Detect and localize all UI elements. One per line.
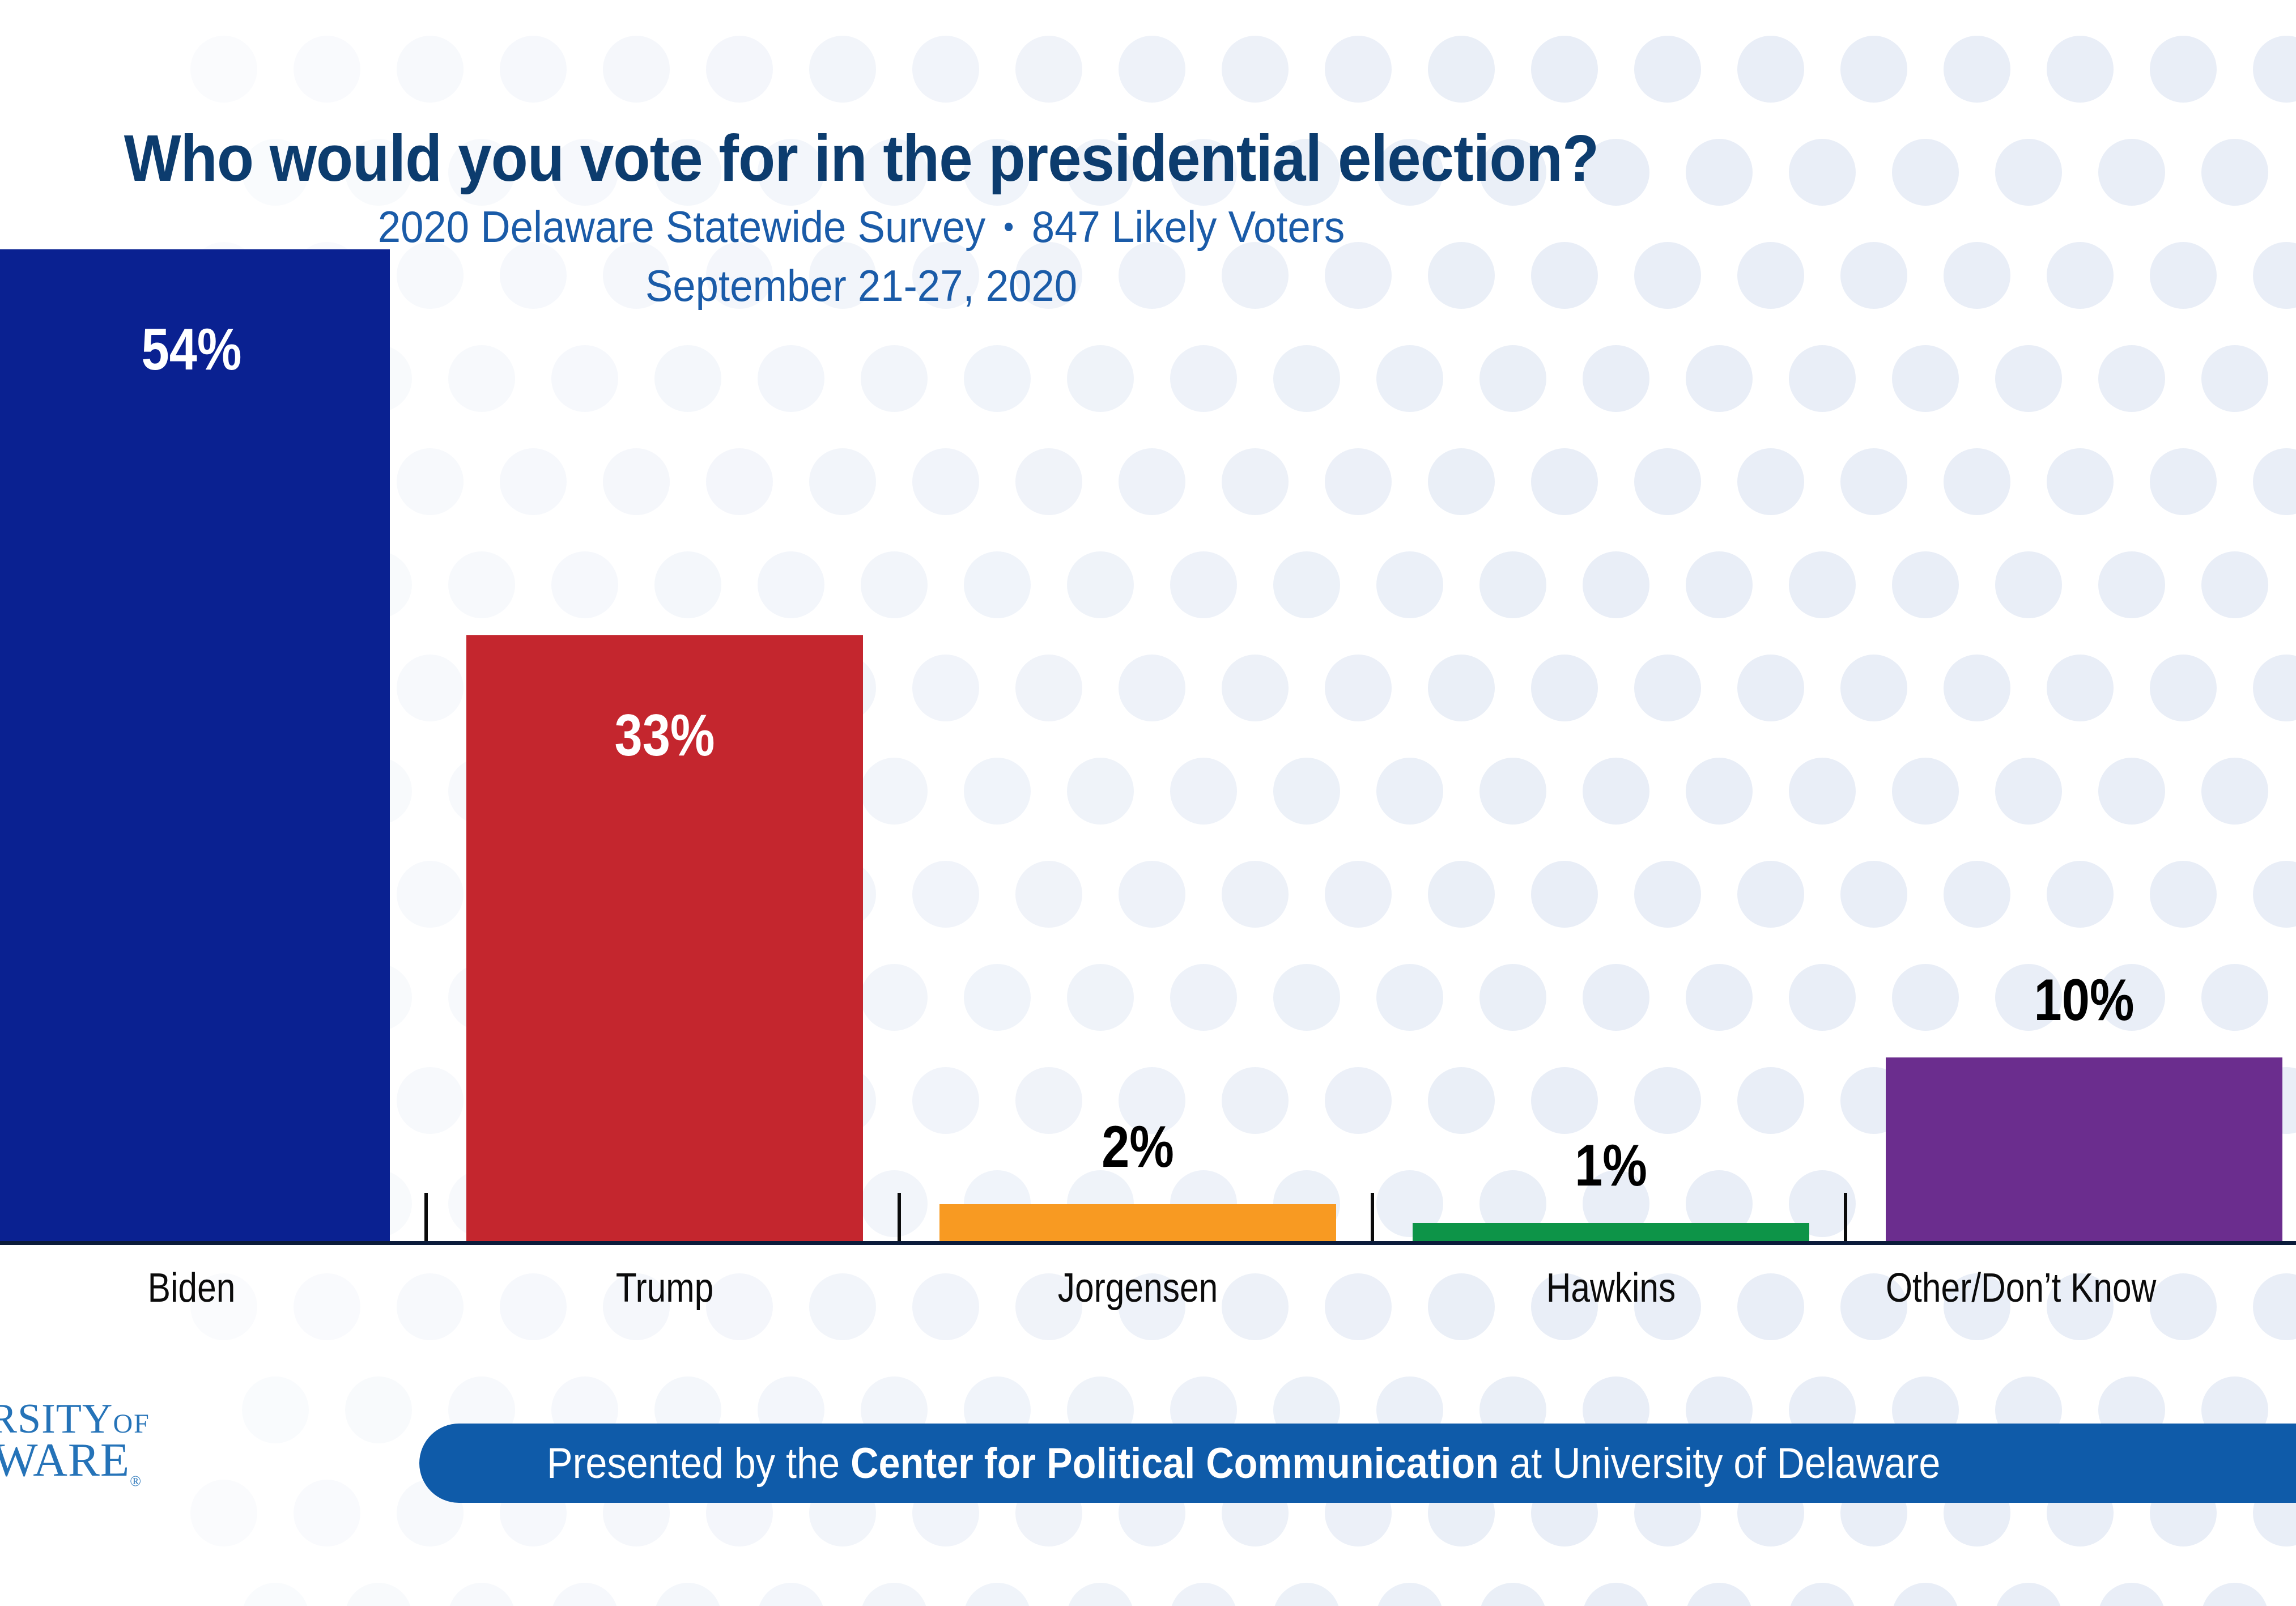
university-of-delaware-logo: VERSITYOF LAWARE® <box>0 1398 227 1489</box>
logo-word-delaware: LAWARE <box>0 1434 130 1487</box>
banner-organization: Center for Political Communication <box>851 1439 1499 1488</box>
bar-biden[interactable] <box>0 249 390 1241</box>
x-axis-tick <box>424 1193 428 1243</box>
subtitle-survey-name: 2020 Delaware Statewide Survey <box>377 202 986 252</box>
bar-other-don-t-know[interactable] <box>1885 1057 2282 1241</box>
x-axis-label-trump: Trump <box>615 1265 713 1311</box>
banner-text: Presented by the Center for Political Co… <box>419 1439 1940 1488</box>
bar-value-label: 1% <box>1574 1132 1647 1199</box>
x-axis-label-other-don-t-know: Other/Don’t Know <box>1885 1265 2156 1311</box>
bar-trump[interactable] <box>466 635 863 1241</box>
logo-word-of: OF <box>113 1409 150 1439</box>
x-axis-tick <box>898 1193 901 1243</box>
x-axis-label-jorgensen: Jorgensen <box>1057 1265 1218 1311</box>
bar-value-label: 10% <box>2034 967 2134 1033</box>
x-axis-tick <box>1844 1193 1847 1243</box>
banner-suffix: at University of Delaware <box>1499 1439 1941 1488</box>
chart-subtitle: 2020 Delaware Statewide Survey • 847 Likel… <box>60 202 1662 253</box>
bar-hawkins[interactable] <box>1412 1222 1809 1241</box>
x-axis-label-hawkins: Hawkins <box>1546 1265 1676 1311</box>
bar-value-label: 2% <box>1101 1114 1174 1180</box>
logo-line-university: VERSITYOF <box>0 1398 227 1440</box>
x-axis-baseline <box>0 1241 2296 1245</box>
logo-line-delaware: LAWARE® <box>0 1437 227 1489</box>
subtitle-separator-dot: • <box>1003 209 1014 245</box>
x-axis-label-biden: Biden <box>147 1265 235 1311</box>
chart-date-range: September 21-27, 2020 <box>645 261 1078 311</box>
page-title: Who would you vote for in the presidenti… <box>124 121 1599 195</box>
bar-value-label: 33% <box>614 702 715 768</box>
registered-trademark-icon: ® <box>130 1472 142 1489</box>
presented-by-banner: Presented by the Center for Political Co… <box>419 1424 2296 1503</box>
subtitle-sample-size: 847 Likely Voters <box>1031 202 1345 252</box>
logo-word-university: VERSITY <box>0 1396 113 1442</box>
banner-prefix: Presented by the <box>547 1439 851 1488</box>
chart-header: Who would you vote for in the presidenti… <box>0 125 1723 312</box>
bar-value-label: 54% <box>141 317 241 383</box>
x-axis-tick <box>1371 1193 1374 1243</box>
bar-jorgensen[interactable] <box>939 1204 1336 1241</box>
